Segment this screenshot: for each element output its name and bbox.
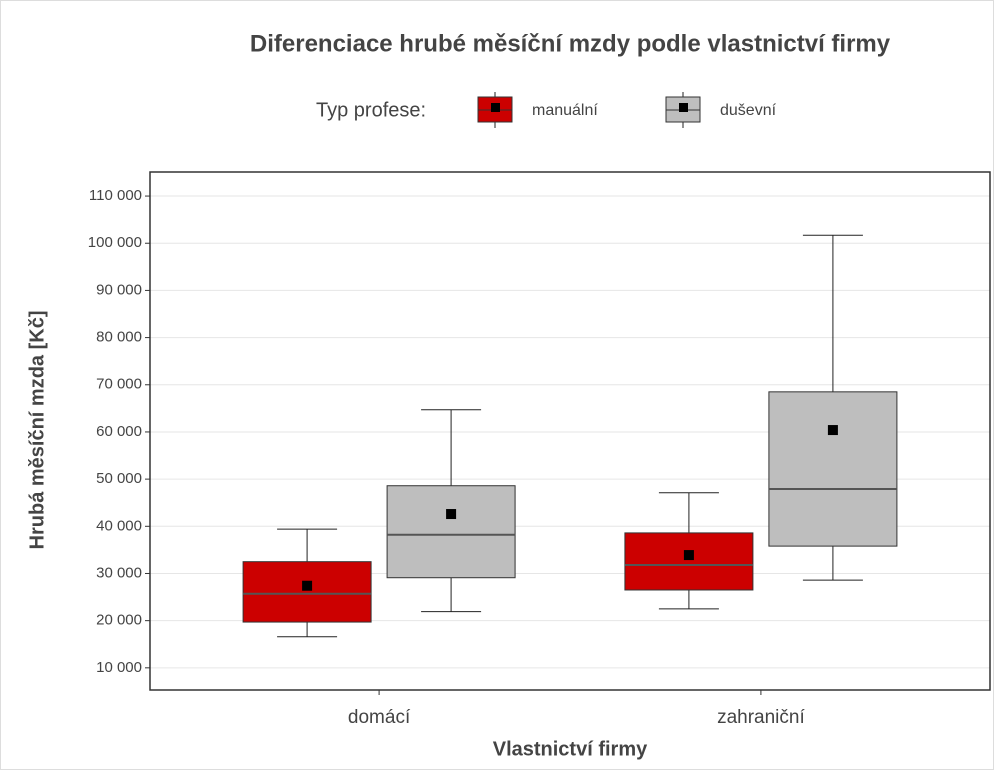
box — [386, 485, 516, 579]
box — [768, 391, 898, 547]
y-tick-label: 30 000 — [96, 564, 142, 581]
box — [624, 532, 754, 591]
legend-mean — [679, 103, 688, 112]
x-axis-label: Vlastnictví firmy — [493, 738, 648, 760]
y-tick-label: 10 000 — [96, 659, 142, 676]
mean-point — [302, 580, 313, 591]
mean-point — [827, 425, 838, 436]
legend-label: manuální — [532, 102, 598, 119]
legend-label: duševní — [720, 102, 777, 119]
legend-title: Typ profese: — [316, 99, 426, 121]
y-tick-label: 80 000 — [96, 329, 142, 346]
y-tick-label: 90 000 — [96, 281, 142, 298]
x-tick-label: zahraniční — [717, 707, 805, 728]
mean-point — [446, 509, 457, 520]
y-tick-label: 110 000 — [89, 187, 142, 204]
y-axis-label: Hrubá měsíční mzda [Kč] — [26, 311, 48, 550]
x-tick-label: domácí — [348, 707, 411, 728]
y-tick-label: 60 000 — [96, 423, 142, 440]
legend-mean — [491, 103, 500, 112]
y-tick-label: 50 000 — [96, 470, 142, 487]
plot-border — [149, 171, 991, 691]
y-tick-label: 100 000 — [88, 234, 142, 251]
y-tick-label: 40 000 — [96, 517, 142, 534]
y-tick-label: 20 000 — [96, 612, 142, 629]
y-tick-label: 70 000 — [96, 376, 142, 393]
box — [242, 561, 372, 623]
chart-title: Diferenciace hrubé měsíční mzdy podle vl… — [250, 30, 891, 57]
mean-point — [683, 550, 694, 561]
